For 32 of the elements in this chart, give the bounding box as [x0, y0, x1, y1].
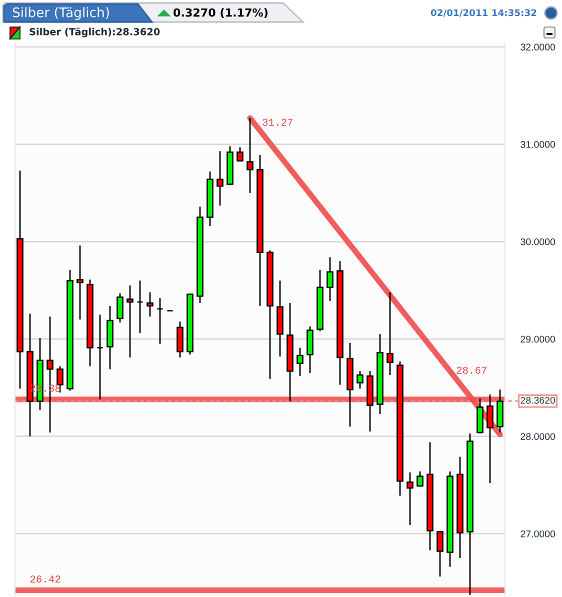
- y-tick-label: 32.0000: [520, 44, 556, 51]
- y-tick-label: 30.0000: [520, 238, 556, 246]
- candlestick: [326, 256, 334, 302]
- candlestick: [296, 347, 304, 377]
- candlestick: [156, 297, 164, 345]
- candlestick: [486, 394, 494, 484]
- annotation: 28.67: [456, 366, 486, 374]
- candlestick: [356, 370, 364, 390]
- text: 0.3270 (1.17%): [174, 8, 268, 18]
- ref-line-label: 26.42: [30, 576, 60, 583]
- candlestick: [146, 292, 154, 318]
- chart-subtitle: Silber (Täglich):28.3620: [30, 28, 160, 38]
- y-tick-label: 28.0000: [520, 433, 556, 440]
- candlestick: [76, 244, 84, 320]
- y-tick-label: 27.0000: [520, 530, 556, 538]
- candlestick: [116, 292, 124, 324]
- chart-title: Silber (Täglich): [12, 7, 109, 20]
- ref-line-label: 28.3620: [520, 396, 556, 404]
- candlestick: [96, 314, 104, 400]
- annotation: 31.27: [262, 118, 292, 126]
- candlestick: [126, 284, 134, 358]
- text: 02/01/2011 14:35:32: [430, 9, 536, 17]
- y-tick-label: 29.0000: [520, 336, 556, 343]
- candlestick: [386, 292, 394, 376]
- candlestick: [136, 280, 144, 334]
- candlestick: [436, 530, 444, 578]
- candlestick: [216, 150, 224, 206]
- candlestick: [246, 117, 254, 194]
- candlestick: [406, 472, 414, 526]
- candlestick: [236, 146, 244, 162]
- y-tick-label: 31.0000: [520, 141, 556, 148]
- candlestick: [416, 470, 424, 487]
